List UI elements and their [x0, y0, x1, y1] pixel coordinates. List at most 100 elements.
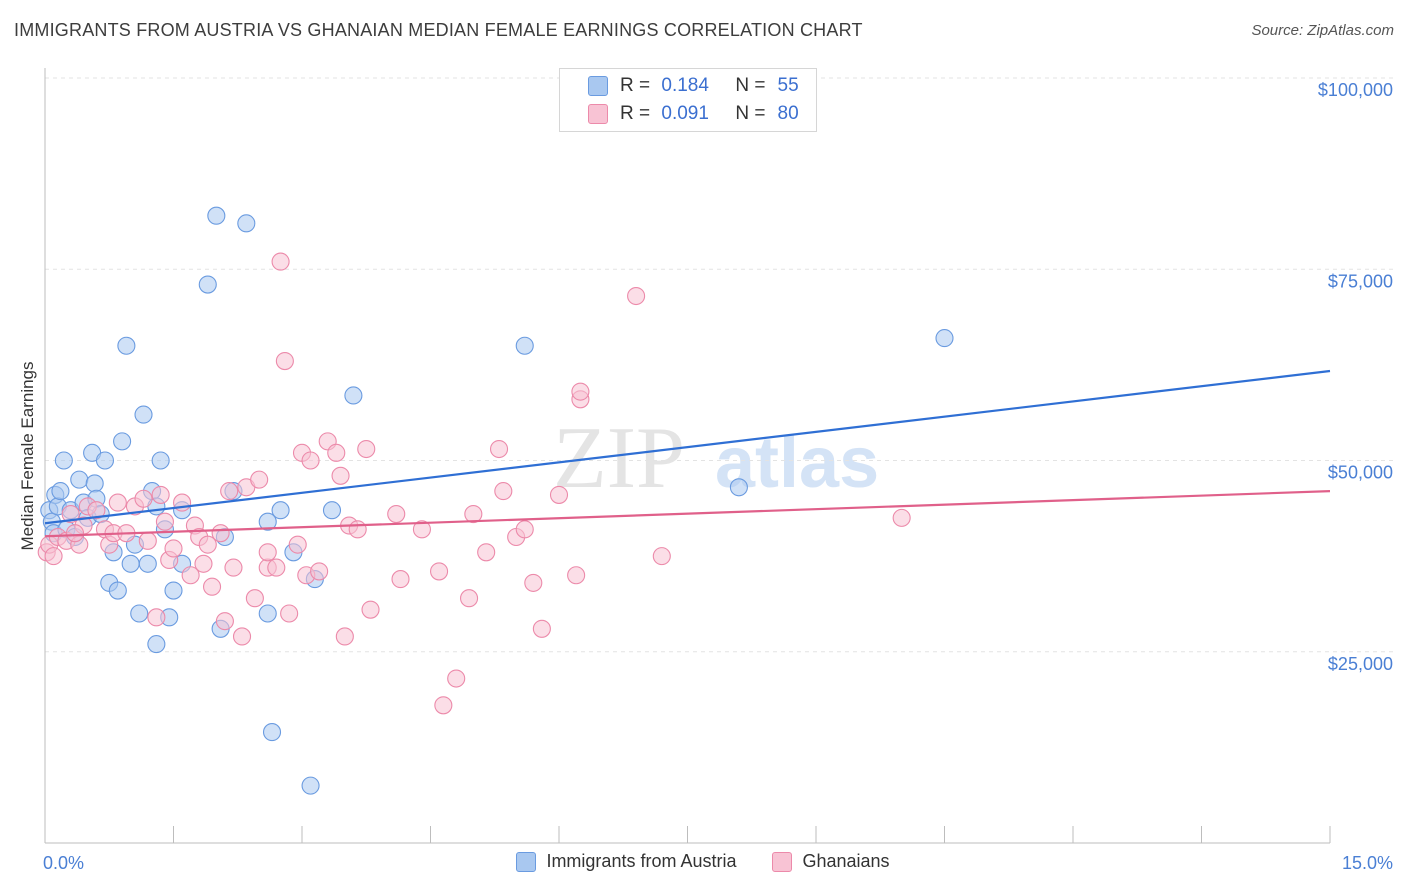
- point-ghanaian: [203, 577, 222, 596]
- point-austria: [85, 474, 104, 493]
- point-ghanaian: [391, 570, 410, 589]
- point-ghanaian: [211, 524, 230, 543]
- legend-label-austria: Immigrants from Austria: [546, 851, 737, 871]
- source-label: Source: ZipAtlas.com: [1251, 22, 1394, 39]
- point-austria: [70, 470, 89, 489]
- point-ghanaian: [412, 520, 431, 539]
- legend-swatch-ghanaians: [772, 851, 793, 872]
- legend-label-ghanaians: Ghanaians: [802, 851, 890, 871]
- x-tick-labels: 0.0% 15.0%: [43, 853, 1393, 873]
- point-ghanaian: [430, 562, 449, 581]
- point-ghanaian: [61, 504, 80, 524]
- point-ghanaian: [108, 493, 127, 512]
- point-austria: [515, 336, 534, 355]
- legend-swatch-austria: [516, 851, 537, 872]
- point-ghanaian: [155, 512, 174, 531]
- stats-swatch-austria: [588, 76, 608, 96]
- data-points: [37, 206, 954, 795]
- legend-item-ghanaians[interactable]: Ghanaians: [772, 851, 890, 872]
- point-austria: [271, 501, 290, 520]
- point-ghanaian: [275, 351, 294, 371]
- point-ghanaian: [571, 382, 590, 401]
- y-tick-label: $100,000: [1318, 80, 1393, 100]
- stats-row-ghanaians: R = 0.091 N = 80: [588, 103, 799, 125]
- point-ghanaian: [271, 252, 290, 271]
- trend-line-austria: [44, 369, 1331, 525]
- point-ghanaian: [892, 508, 911, 527]
- point-ghanaian: [335, 627, 354, 646]
- n-value: 80: [777, 103, 799, 124]
- point-ghanaian: [258, 543, 277, 562]
- point-austria: [262, 723, 282, 742]
- r-label: R =: [620, 75, 651, 96]
- gridlines: [45, 77, 1395, 653]
- point-ghanaian: [331, 466, 350, 485]
- point-ghanaian: [387, 504, 406, 524]
- bottom-legend: Immigrants from Austria Ghanaians: [0, 851, 1406, 872]
- point-ghanaian: [232, 627, 252, 646]
- point-ghanaian: [181, 566, 200, 585]
- point-ghanaian: [87, 501, 106, 520]
- r-value: 0.091: [661, 103, 709, 124]
- point-ghanaian: [357, 439, 376, 459]
- point-ghanaian: [220, 482, 239, 501]
- point-ghanaian: [652, 547, 671, 566]
- x-tick-label-max: 15.0%: [1342, 853, 1393, 873]
- stats-row-austria: R = 0.184 N = 55: [588, 75, 799, 97]
- point-ghanaian: [459, 589, 479, 608]
- watermark: ZIP atlas: [553, 410, 879, 507]
- point-austria: [164, 581, 183, 600]
- point-ghanaian: [515, 520, 534, 539]
- trend-line-ghanaians: [44, 490, 1331, 538]
- point-ghanaian: [215, 612, 234, 631]
- point-austria: [54, 451, 73, 470]
- point-austria: [130, 604, 149, 623]
- point-austria: [147, 635, 166, 654]
- point-ghanaian: [494, 482, 513, 501]
- point-austria: [237, 214, 256, 233]
- axes: [44, 68, 1331, 844]
- point-ghanaian: [489, 439, 509, 459]
- point-austria: [51, 482, 70, 501]
- n-label: N =: [735, 75, 766, 96]
- point-ghanaian: [198, 535, 217, 554]
- r-label: R =: [620, 103, 651, 124]
- n-value: 55: [777, 75, 799, 96]
- legend-item-austria[interactable]: Immigrants from Austria: [516, 851, 736, 872]
- r-value: 0.184: [661, 75, 709, 96]
- y-axis-label: Median Female Earnings: [18, 362, 37, 551]
- point-austria: [258, 512, 277, 531]
- point-ghanaian: [151, 485, 170, 504]
- point-ghanaian: [567, 566, 586, 585]
- point-austria: [322, 501, 342, 520]
- point-ghanaian: [134, 489, 153, 508]
- point-ghanaian: [245, 589, 264, 608]
- point-ghanaian: [310, 562, 329, 581]
- point-ghanaian: [524, 573, 543, 592]
- point-ghanaian: [301, 451, 320, 470]
- y-tick-label: $50,000: [1328, 463, 1393, 483]
- point-ghanaian: [549, 485, 569, 504]
- point-ghanaian: [65, 524, 85, 543]
- point-austria: [117, 336, 136, 355]
- point-austria: [935, 329, 954, 348]
- trend-lines: [44, 369, 1331, 538]
- point-ghanaian: [250, 470, 269, 489]
- point-austria: [344, 386, 363, 405]
- point-ghanaian: [288, 535, 307, 554]
- point-ghanaian: [348, 520, 367, 539]
- point-ghanaian: [164, 539, 183, 558]
- point-austria: [207, 206, 226, 225]
- point-austria: [729, 478, 748, 497]
- point-ghanaian: [147, 608, 166, 627]
- point-austria: [121, 554, 140, 573]
- x-tick-label-min: 0.0%: [43, 853, 84, 873]
- point-ghanaian: [138, 531, 157, 550]
- point-ghanaian: [194, 554, 213, 573]
- point-ghanaian: [280, 604, 299, 623]
- y-tick-label: $75,000: [1328, 271, 1393, 291]
- point-austria: [151, 451, 170, 470]
- stats-swatch-ghanaians: [588, 104, 608, 124]
- point-austria: [108, 581, 127, 600]
- point-ghanaian: [532, 619, 551, 638]
